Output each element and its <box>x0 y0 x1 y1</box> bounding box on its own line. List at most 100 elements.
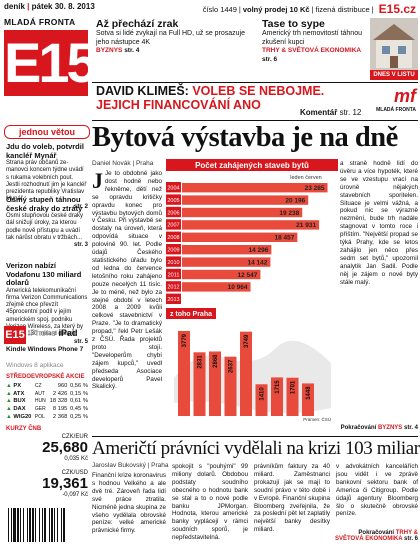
bar-praha <box>286 377 299 416</box>
e15-logo: E15 <box>4 30 98 96</box>
bar-praha-label: 2637 <box>229 359 235 373</box>
news-item[interactable]: Osmý stupeň táhnou české draky do ztráty… <box>6 195 88 249</box>
opinion-headline[interactable]: DAVID KLIMEŠ: VOLEB SE NEBOJME. JEJICH F… <box>96 84 325 112</box>
news-item[interactable]: Jdu do voleb, potvrdil kancléř Mynář Str… <box>6 142 88 210</box>
bar-praha-label: 2831 <box>198 355 204 369</box>
teaser-ref: BYZNYS str. 4 <box>96 47 140 54</box>
divider <box>92 82 418 83</box>
bar-praha-label: 3749 <box>244 334 250 348</box>
bar-praha-label: 2868 <box>213 354 219 368</box>
bar-praha <box>178 330 190 416</box>
year-label: 2009 <box>167 248 179 254</box>
bar-label: 23 285 <box>305 185 325 192</box>
bar-praha <box>240 331 252 416</box>
teaser-4k[interactable]: Až přechází zrak Sotva si lidé zvykají n… <box>96 18 256 56</box>
teaser-text: Americký trh nemovitostí táhnou zkušení … <box>262 30 362 46</box>
bar-label: 19 238 <box>279 210 299 217</box>
year-label: 2013 <box>167 297 179 303</box>
bottom-continue[interactable]: Pokračování TRHY & SVĚTOVÁ EKONOMIKA str… <box>334 530 418 542</box>
bar-praha-label: 1715 <box>275 380 281 394</box>
market-table: ▲ PX CZ 960 0,56 % ▲ ATX AUT 2 426 0,15 % ▲ BUX H… <box>6 382 88 421</box>
market-row: ▲ WIG20 POL 2 368 0,25 % <box>6 414 88 421</box>
bar-national <box>182 195 309 205</box>
issue-number: číslo 1449 <box>202 4 237 14</box>
year-label-bg <box>166 293 181 304</box>
fx-eur: CZK/EUR 25,680 0,035 Kč <box>42 434 88 462</box>
year-label-bg <box>166 182 181 193</box>
bar-praha-label: 1448 <box>306 386 312 400</box>
year-label: 2007 <box>167 223 179 229</box>
year-label: 2005 <box>167 198 179 204</box>
app-platforms-3: Windows 8 aplikace <box>6 362 64 369</box>
year-label: 2004 <box>167 186 179 192</box>
chart-source: Pramen: ČSÚ <box>303 416 331 422</box>
praha-title-bg <box>166 308 216 319</box>
chart-subtitle: leden červen <box>290 175 322 181</box>
divider <box>92 120 418 121</box>
bar-label: 14 296 <box>248 247 268 254</box>
year-label-bg <box>166 219 181 230</box>
news-item[interactable]: Verizon nabízí Vodafonu 130 miliard dola… <box>6 261 88 345</box>
section-label: jednou větou <box>4 125 90 139</box>
bar-national <box>182 282 251 292</box>
komentar-ref: Komentář str. 12 <box>300 108 362 117</box>
app-platforms: iPhone iPad <box>28 328 78 338</box>
bar-national <box>182 183 328 193</box>
teaser-real-estate[interactable]: Tase to sype Americký trh nemovitostí tá… <box>262 18 368 64</box>
edition-line: deník | pátek 30. 8. 2013 <box>4 2 95 11</box>
year-label-bg <box>166 244 181 255</box>
bar-national <box>182 232 298 242</box>
web-link[interactable]: E15.cz <box>378 2 416 16</box>
masthead-left: deník | pátek 30. 8. 2013 MLADÁ FRONTA <box>4 2 95 27</box>
year-label: 2010 <box>167 260 179 266</box>
chart-title-bg <box>166 159 338 171</box>
bottom-author: Jaroslav Bukovský | Praha <box>92 462 169 469</box>
teaser-title: Až přechází zrak <box>96 18 179 30</box>
main-headline[interactable]: Bytová výstavba je na dně <box>92 122 398 153</box>
bar-national <box>182 207 303 218</box>
app-platforms-2: Kindle Windows Phone 7 <box>6 346 84 353</box>
main-author: Daniel Novák | Praha <box>92 160 154 167</box>
price: volný prodej 10 Kč <box>242 4 310 14</box>
praha-title: z toho Praha <box>170 311 212 318</box>
year-label: 2012 <box>167 285 179 291</box>
year-label-bg <box>166 194 181 205</box>
issue-line: číslo 1449 | volný prodej 10 Kč | fizená… <box>202 2 416 16</box>
bottom-col4: v advokátních kancelářích jsou vidět i v… <box>336 463 418 518</box>
year-label-bg <box>166 281 181 292</box>
bar-praha <box>224 356 237 416</box>
bar-label: 18 457 <box>274 235 294 242</box>
year-label: 2008 <box>167 235 179 241</box>
bar-praha-label: 1410 <box>260 387 266 401</box>
bar-label: 21 931 <box>296 222 316 229</box>
bar-praha-label: 3779 <box>182 333 188 347</box>
bar-praha <box>255 384 268 416</box>
bottom-headline[interactable]: Američtí právníci vydělali na krizi 103 … <box>92 438 420 459</box>
bar-label: 20 196 <box>285 197 305 204</box>
year-label-bg <box>166 256 181 267</box>
brand-name: MLADÁ FRONTA <box>4 17 76 27</box>
bar-praha <box>271 377 283 416</box>
year-label-bg <box>166 231 181 242</box>
bar-national <box>182 257 271 267</box>
bar-national <box>182 220 320 230</box>
fx-title: KURZY ČNB <box>6 426 42 432</box>
market-row: ▲ PX CZ 960 0,56 % <box>6 382 88 389</box>
year-label: 2011 <box>168 272 180 278</box>
dnes-photo <box>370 18 418 80</box>
market-row: ▲ ATX AUT 2 426 0,15 % <box>6 390 88 397</box>
bottom-col1: Finanční krize koronavirus s hodnou Velk… <box>92 472 166 535</box>
barcode <box>8 508 65 542</box>
bar-praha <box>302 383 314 416</box>
market-row: ▲ BUX HUN 18 328 0,61 % <box>6 398 88 405</box>
distribution: fizená distribuce <box>315 4 370 14</box>
e15-app-logo[interactable]: E15 <box>4 326 26 344</box>
bar-praha <box>193 352 206 416</box>
bar-praha <box>209 351 221 416</box>
bottom-col3: právníkům faktury za 40 miliard. Zaměstn… <box>254 463 330 534</box>
main-continue[interactable]: Pokračování BYZNYS str. 4 <box>340 425 418 431</box>
market-row: ▲ DAX GER 8 195 0,45 % <box>6 406 88 413</box>
bar-label: 10 964 <box>228 284 248 291</box>
dnes-v-listu-label[interactable]: DNES V LISTU <box>370 70 418 80</box>
year-label: 2006 <box>167 210 179 216</box>
